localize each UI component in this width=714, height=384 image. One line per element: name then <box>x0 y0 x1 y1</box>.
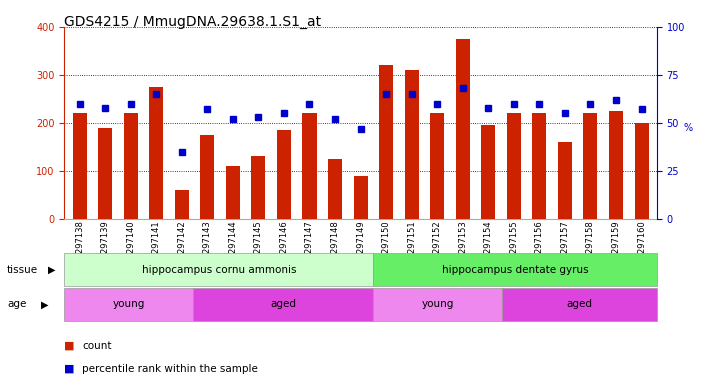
Text: count: count <box>82 341 111 351</box>
Bar <box>373 253 657 286</box>
Text: aged: aged <box>567 299 593 310</box>
Bar <box>502 288 657 321</box>
Bar <box>201 135 214 219</box>
Bar <box>303 113 316 219</box>
Bar <box>277 130 291 219</box>
Bar <box>328 159 342 219</box>
Bar <box>124 113 138 219</box>
Text: tissue: tissue <box>7 265 39 275</box>
Bar <box>64 253 373 286</box>
Bar <box>175 190 188 219</box>
Bar <box>193 288 373 321</box>
Bar <box>226 166 240 219</box>
Bar <box>430 113 444 219</box>
Text: ▶: ▶ <box>41 299 49 310</box>
Bar <box>373 288 502 321</box>
Bar <box>558 142 572 219</box>
Bar <box>583 113 598 219</box>
Text: young: young <box>113 299 145 310</box>
Bar <box>353 176 368 219</box>
Bar <box>507 113 521 219</box>
Bar <box>533 113 546 219</box>
Text: hippocampus cornu ammonis: hippocampus cornu ammonis <box>141 265 296 275</box>
Bar <box>149 87 164 219</box>
Text: GDS4215 / MmugDNA.29638.1.S1_at: GDS4215 / MmugDNA.29638.1.S1_at <box>64 15 321 29</box>
Bar <box>64 288 193 321</box>
Bar <box>635 123 648 219</box>
Y-axis label: %: % <box>683 123 693 133</box>
Text: ■: ■ <box>64 364 75 374</box>
Bar <box>481 125 496 219</box>
Bar <box>609 111 623 219</box>
Text: percentile rank within the sample: percentile rank within the sample <box>82 364 258 374</box>
Text: aged: aged <box>271 299 296 310</box>
Text: young: young <box>422 299 454 310</box>
Bar <box>379 65 393 219</box>
Bar <box>456 39 470 219</box>
Bar <box>73 113 86 219</box>
Bar <box>98 127 112 219</box>
Bar <box>405 70 418 219</box>
Bar <box>251 157 266 219</box>
Text: hippocampus dentate gyrus: hippocampus dentate gyrus <box>442 265 588 275</box>
Text: age: age <box>7 299 26 310</box>
Text: ■: ■ <box>64 341 75 351</box>
Text: ▶: ▶ <box>49 265 56 275</box>
